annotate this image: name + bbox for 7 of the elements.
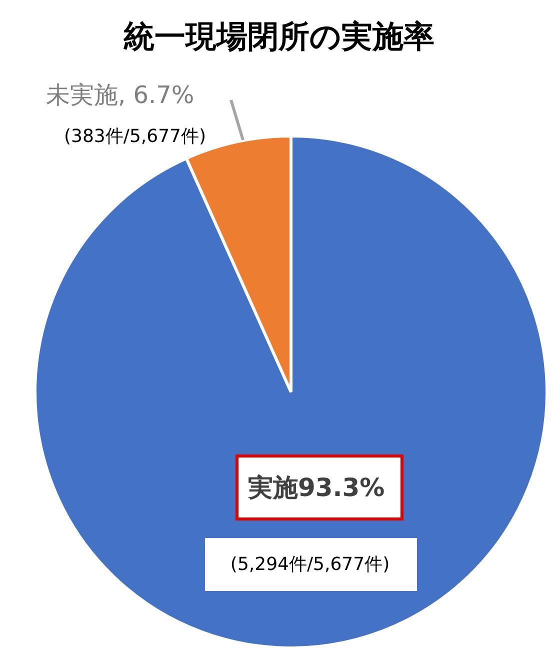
slice-label: 実施	[247, 473, 298, 502]
chart-title: 統一現場閉所の実施率	[122, 19, 434, 55]
slice-label: 未実施	[46, 81, 118, 109]
data-label: , 6.7%	[118, 81, 194, 109]
text: (5,294件/5,677件)	[230, 554, 390, 575]
text: (383件/5,677件)	[64, 126, 206, 147]
data-label: 93.3%	[298, 473, 385, 502]
